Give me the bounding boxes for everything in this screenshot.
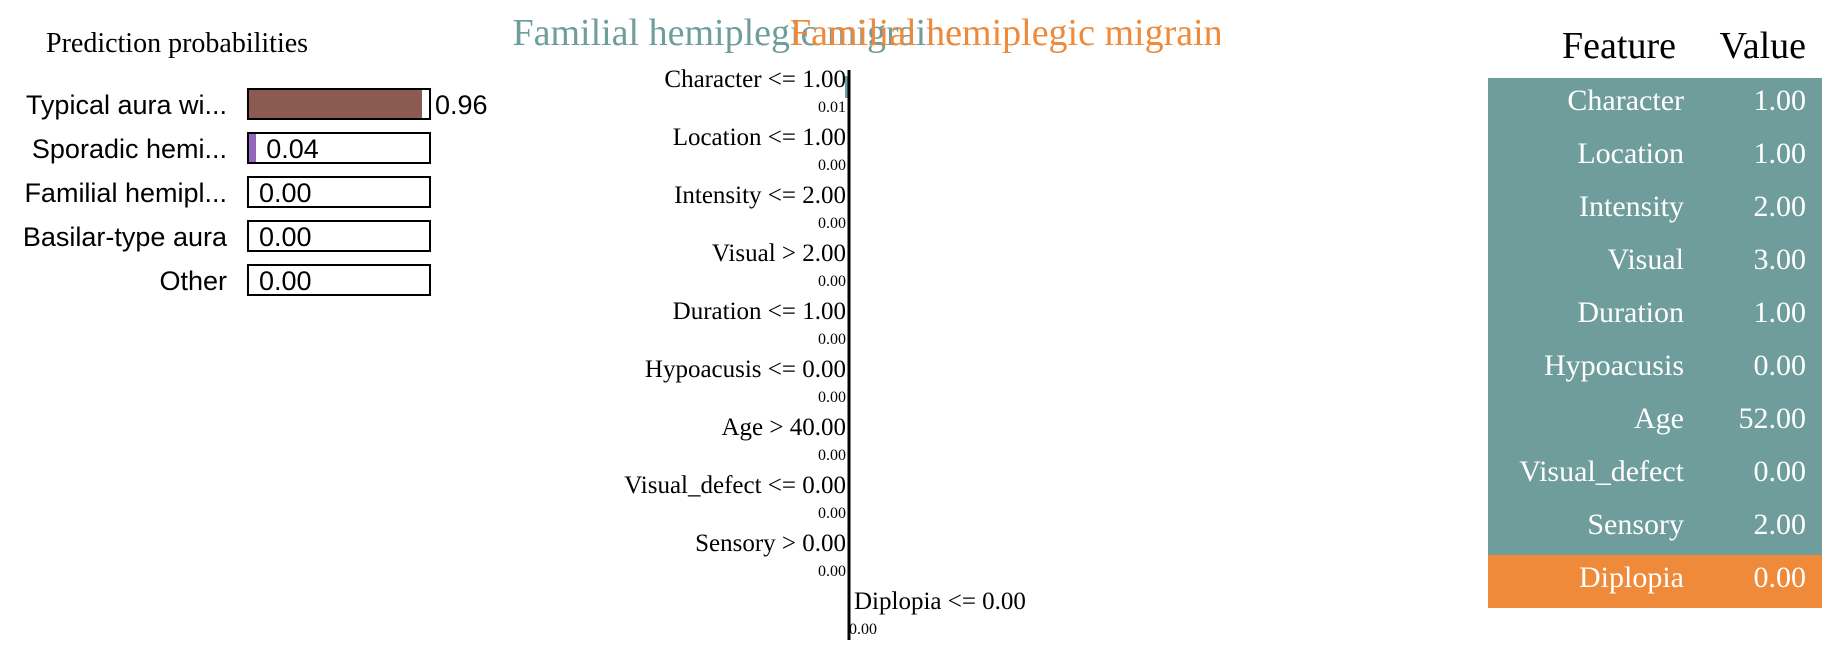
feature-name: Diplopia (1579, 561, 1684, 594)
proba-row: Familial hemipl... 0.00 (0, 175, 520, 211)
feature-value: 1.00 (1753, 84, 1807, 117)
proba-value: 0.04 (266, 134, 319, 164)
table-row: Age 52.00 (1488, 396, 1822, 449)
feature-condition-label: Hypoacusis <= 0.00 (645, 356, 846, 383)
proba-bar-box (247, 88, 431, 120)
proba-label: Typical aura wi... (25, 90, 227, 120)
proba-label: Basilar-type aura (22, 222, 227, 252)
feature-value-table: Feature Value Character 1.00 Location 1.00 I… (1488, 20, 1822, 608)
feature-name: Character (1567, 84, 1684, 117)
proba-value: 0.00 (259, 178, 312, 208)
table-row: Visual 3.00 (1488, 237, 1822, 290)
table-row: Character 1.00 (1488, 78, 1822, 131)
feature-value: 52.00 (1738, 402, 1807, 435)
feature-condition-label: Sensory > 0.00 (695, 530, 846, 557)
weight-value-label: 0.00 (818, 447, 846, 464)
feature-name: Sensory (1587, 508, 1684, 541)
feature-condition-label: Intensity <= 2.00 (674, 182, 846, 209)
proba-title: Prediction probabilities (46, 28, 309, 59)
feature-name: Hypoacusis (1544, 349, 1684, 382)
feature-value: 3.00 (1753, 243, 1807, 276)
feature-condition-label: Visual > 2.00 (712, 240, 846, 267)
feature-value: 0.00 (1753, 561, 1807, 594)
feature-value: 1.00 (1753, 296, 1807, 329)
feature-value: 0.00 (1753, 455, 1807, 488)
table-row: Location 1.00 (1488, 131, 1822, 184)
proba-label: Sporadic hemi... (31, 134, 227, 164)
feature-value: 1.00 (1753, 137, 1807, 170)
weight-value-label: 0.00 (818, 215, 846, 232)
weight-value-label: 0.00 (818, 273, 846, 290)
feature-value: 2.00 (1753, 508, 1807, 541)
proba-row: Basilar-type aura 0.00 (0, 219, 520, 255)
weight-value-label: 0.00 (818, 505, 846, 522)
table-row: Duration 1.00 (1488, 290, 1822, 343)
feature-header: Feature (1562, 25, 1676, 67)
weight-value-label: 0.00 (818, 331, 846, 348)
feature-condition-label: Diplopia <= 0.00 (854, 588, 1026, 615)
feature-condition-label: Location <= 1.00 (673, 124, 846, 151)
proba-row: Other 0.00 (0, 263, 520, 299)
table-row: Sensory 2.00 (1488, 502, 1822, 555)
weight-value-label: 0.00 (849, 621, 877, 638)
chart-bars: Character <= 1.00 0.01 Location <= 1.00 0.0… (624, 66, 1026, 638)
feature-condition-label: Character <= 1.00 (664, 66, 846, 93)
proba-label: Familial hemipl... (24, 178, 227, 208)
table-header: Feature Value (1488, 20, 1822, 78)
feature-name: Visual_defect (1519, 455, 1684, 488)
weight-bar (845, 76, 849, 98)
proba-value: 0.00 (259, 266, 312, 296)
feature-name: Duration (1577, 296, 1684, 329)
proba-row: Sporadic hemi... 0.04 (0, 131, 520, 167)
table-row: Visual_defect 0.00 (1488, 449, 1822, 502)
table-row: Diplopia 0.00 (1488, 555, 1822, 608)
prediction-probabilities-panel: Prediction probabilities Typical aura wi… (0, 0, 520, 320)
table-row: Intensity 2.00 (1488, 184, 1822, 237)
feature-name: Visual (1607, 243, 1684, 276)
proba-bar-box (247, 220, 431, 252)
weight-value-label: 0.00 (818, 389, 846, 406)
feature-condition-label: Age > 40.00 (722, 414, 847, 441)
proba-value: 0.96 (435, 90, 488, 120)
feature-name: Location (1577, 137, 1684, 170)
feature-name: Age (1634, 402, 1684, 435)
chart-title-right: Familial hemiplegic migraine (790, 12, 1240, 54)
proba-bar-box (247, 132, 431, 164)
proba-bar-box (247, 176, 431, 208)
feature-value: 0.00 (1753, 349, 1807, 382)
explanation-chart: Familial hemiplegic migraine Familial he… (512, 12, 1240, 640)
proba-label: Other (159, 266, 227, 296)
proba-row: Typical aura wi... 0.96 (0, 87, 520, 123)
feature-condition-label: Visual_defect <= 0.00 (624, 472, 846, 499)
weight-value-label: 0.01 (818, 99, 846, 116)
feature-condition-label: Duration <= 1.00 (673, 298, 846, 325)
weight-value-label: 0.00 (818, 563, 846, 580)
chart-title-left: Familial hemiplegic migraine (512, 12, 962, 54)
table-row: Hypoacusis 0.00 (1488, 343, 1822, 396)
feature-value: 2.00 (1753, 190, 1807, 223)
proba-bar-fill (249, 134, 257, 162)
proba-bar-fill (249, 90, 422, 118)
proba-value: 0.00 (259, 222, 312, 252)
proba-bar-box (247, 264, 431, 296)
weight-value-label: 0.00 (818, 157, 846, 174)
feature-name: Intensity (1579, 190, 1684, 223)
table-rows: Character 1.00 Location 1.00 Intensity 2.00 Vi… (1488, 78, 1822, 608)
value-header: Value (1719, 25, 1806, 67)
